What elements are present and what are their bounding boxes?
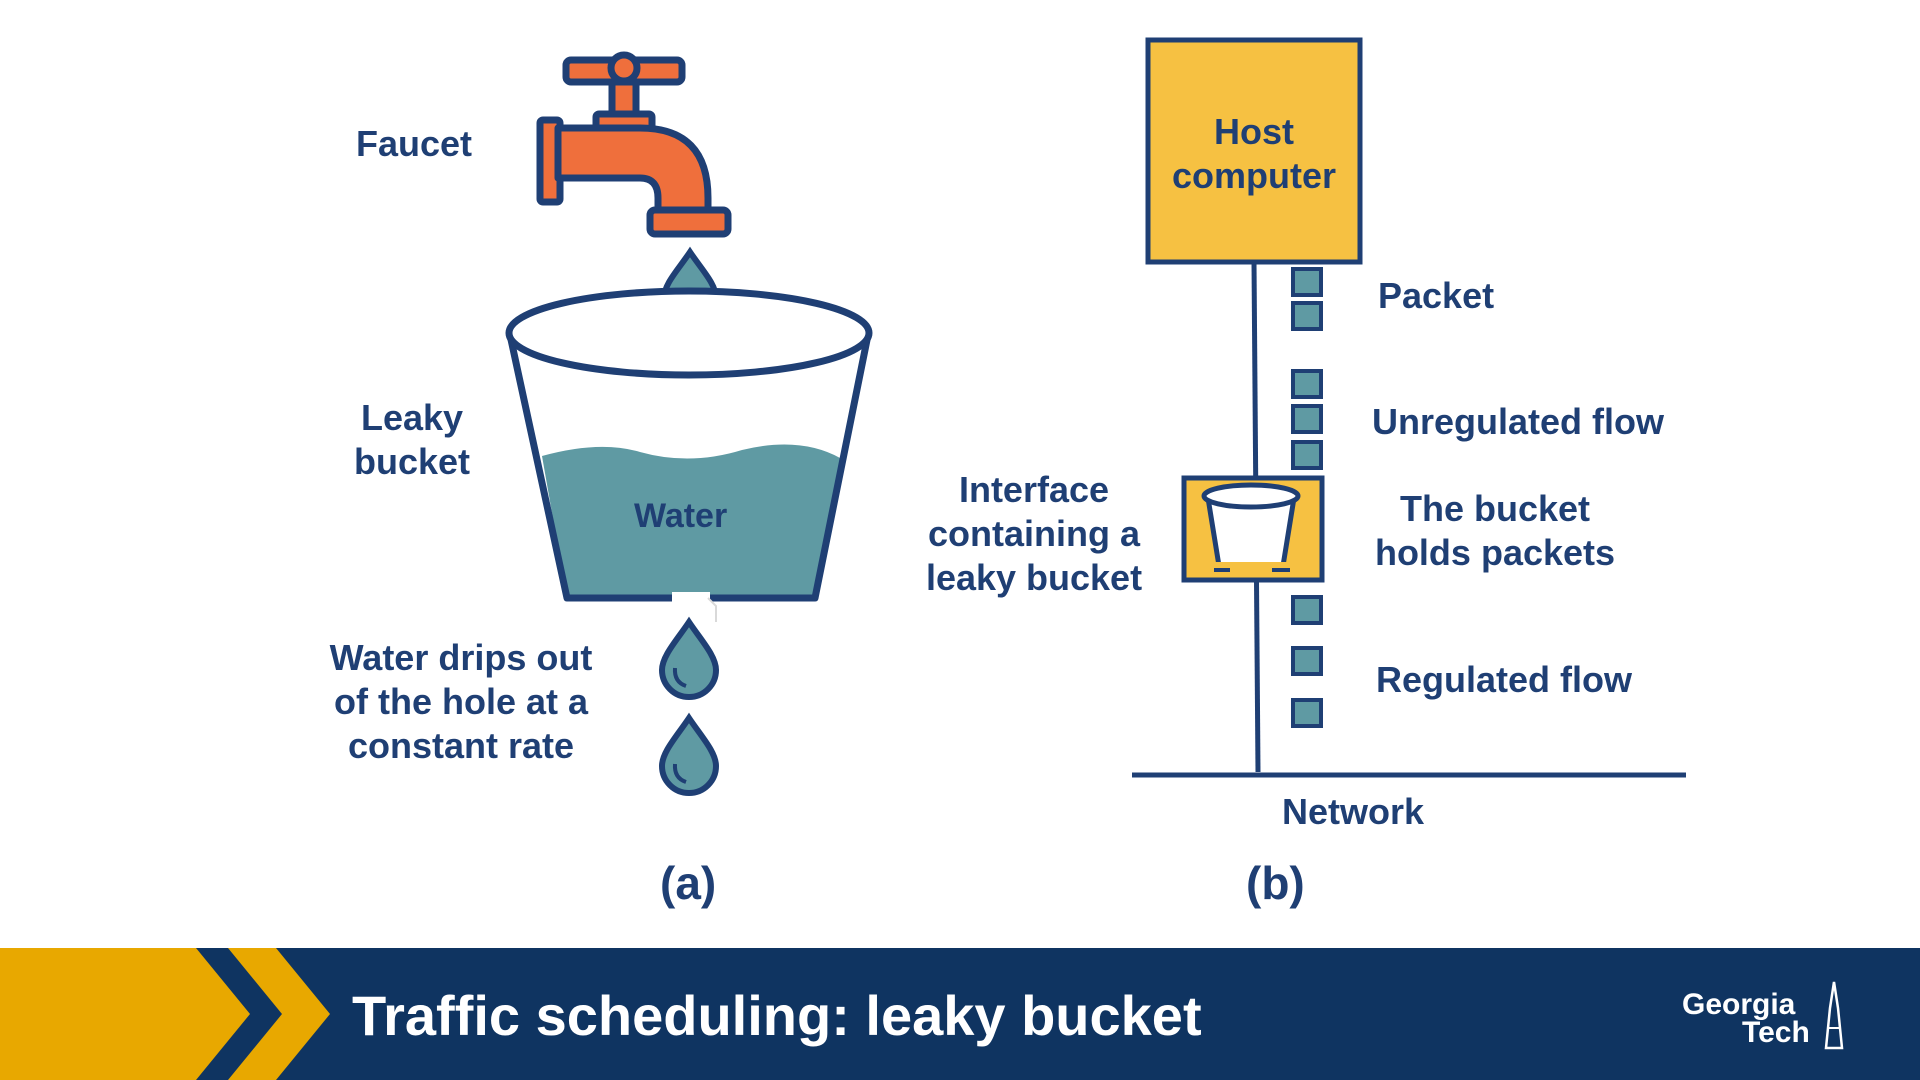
interface-label: Interface containing a leaky bucket (910, 468, 1158, 600)
interface-box (1181, 475, 1325, 583)
diagram-canvas (505, 37, 1686, 796)
packet (1291, 646, 1323, 676)
caption-a: (a) (660, 857, 717, 909)
leaky-bucket-icon (505, 287, 873, 622)
logo-line: Georgia (1682, 988, 1796, 1021)
water-drop-icon (658, 712, 720, 796)
drip-description: Water drips out of the hole at a constan… (300, 636, 622, 768)
bucket-holds-label-line: holds packets (1374, 532, 1616, 573)
leaky-bucket-label: Leaky bucket (330, 396, 494, 484)
water-label: Water (634, 497, 728, 535)
packet (1291, 404, 1323, 434)
drip-description-line: constant rate (347, 725, 575, 766)
packet (1291, 267, 1323, 297)
georgia-tech-logo: Georgia Tech (1676, 978, 1856, 1054)
logo-line: Tech (1742, 1016, 1810, 1049)
interface-label-line: leaky bucket (925, 557, 1143, 598)
faucet-icon (536, 51, 732, 238)
packet (1291, 369, 1323, 399)
slide-title: Traffic scheduling: leaky bucket (352, 984, 1202, 1047)
water-drop-icon (658, 616, 720, 700)
host-computer-box (1145, 37, 1363, 265)
interface-label-line: containing a (927, 513, 1140, 554)
host-computer-label: Host computer (1148, 110, 1360, 198)
host-computer-label-line: Host (1214, 111, 1294, 152)
faucet-label: Faucet (356, 123, 473, 164)
interface-label-line: Interface (958, 469, 1110, 510)
drip-description-line: of the hole at a (333, 681, 589, 722)
network-label: Network (1282, 791, 1425, 832)
drip-description-line: Water drips out (329, 637, 593, 678)
leaky-bucket-label-line: bucket (353, 441, 471, 482)
bucket-holds-label-line: The bucket (1399, 488, 1591, 529)
packet (1291, 595, 1323, 625)
footer-bar: Traffic scheduling: leaky bucket (0, 948, 1920, 1080)
packet (1291, 698, 1323, 728)
packet (1291, 301, 1323, 331)
dripping-drops (658, 616, 720, 796)
regulated-flow-label: Regulated flow (1376, 659, 1633, 700)
packet (1291, 440, 1323, 470)
host-computer-label-line: computer (1171, 155, 1337, 196)
leaky-bucket-label-line: Leaky (360, 397, 464, 438)
bucket-holds-label: The bucket holds packets (1360, 487, 1630, 575)
footer-chevrons (0, 948, 330, 1080)
packet-label: Packet (1378, 275, 1495, 316)
packets (1291, 267, 1323, 728)
unregulated-flow-label: Unregulated flow (1372, 401, 1665, 442)
tower-icon (1824, 981, 1844, 1050)
caption-b: (b) (1246, 857, 1305, 909)
